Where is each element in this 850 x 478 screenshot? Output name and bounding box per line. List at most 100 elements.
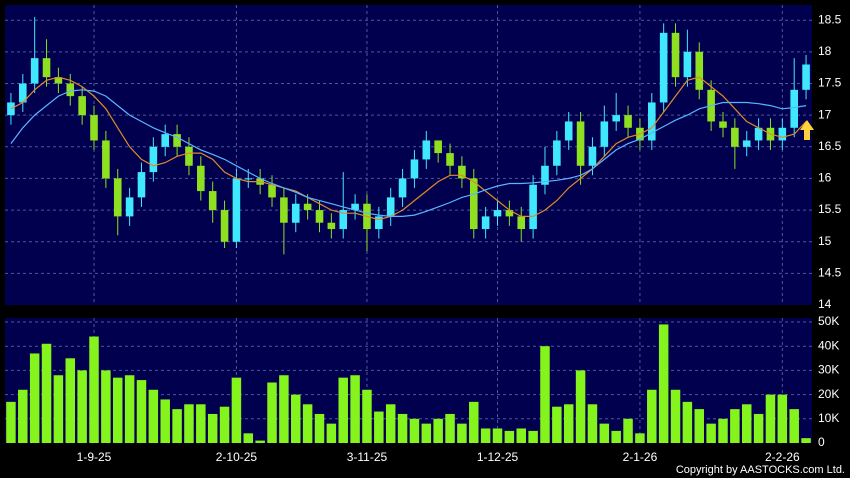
volume-bar [362,389,372,443]
x-tick-label: 3-11-25 [347,450,388,464]
candle-body [351,203,359,211]
volume-bar [433,418,443,443]
volume-bar [65,358,76,443]
volume-bar [326,423,337,443]
y-tick-label: 17.5 [818,76,842,90]
candle-body [291,203,300,223]
volume-bar [112,377,123,443]
volume-bar [777,394,788,443]
volume-bar [77,370,87,443]
candle-body [647,102,656,141]
volume-bar [753,413,764,443]
candle-body [410,159,419,179]
candle-body [19,83,27,103]
volume-bar [243,433,254,443]
volume-bar [801,438,811,443]
volume-bar [469,401,479,443]
volume-bar [445,413,455,443]
candle-body [398,178,407,198]
candle-body [78,96,86,116]
y-tick-label: 14.5 [818,266,842,280]
volume-bar [730,409,740,443]
candle-body [125,197,134,217]
volume-bar [694,409,705,443]
candle-body [612,115,620,122]
price-panel [5,5,812,305]
candle-body [149,146,158,173]
x-tick-label: 2-1-26 [623,450,658,464]
volume-bar [207,413,218,443]
candle-body [695,51,704,90]
y-tick-label: 14 [818,297,832,311]
y-tick-label: 16.5 [818,139,842,153]
candle-body [742,140,751,147]
volume-bar [741,404,752,443]
y-tick-label: 0 [818,435,825,449]
candle-body [458,165,466,179]
volume-bar [647,389,657,443]
candle-body [624,115,632,128]
volume-bar [172,409,182,443]
volume-bar [718,418,728,443]
volume-bar [196,404,206,443]
volume-bar [492,428,503,443]
candle-body [505,210,514,217]
candle-body [90,115,98,141]
y-tick-label: 15.5 [818,202,842,216]
volume-bar [101,370,111,443]
y-tick-label: 18.5 [818,12,842,26]
y-tick-label: 20K [818,387,839,401]
x-tick-label: 2-10-25 [216,450,258,464]
volume-bar [41,343,52,443]
volume-bar [528,430,538,443]
candle-body [576,121,585,166]
candle-body [671,32,680,78]
candle-body [517,216,526,230]
candle-body [386,197,395,217]
volume-bar [563,404,574,443]
volume-bar [160,399,170,443]
candle-body [790,89,798,128]
x-tick-label: 1-9-25 [77,450,112,464]
volume-bar [623,418,633,443]
volume-bar [255,440,265,443]
candle-body [731,127,739,147]
candle-body [102,140,110,179]
volume-bar [457,423,467,443]
volume-bar [575,370,586,443]
candle-body [553,140,561,166]
volume-bar [18,389,28,443]
candle-body [244,178,253,180]
candle-body [339,210,348,230]
volume-bar [397,413,408,443]
moving-average-line [10,89,807,217]
volume-bar [409,418,420,443]
volume-bar [599,423,610,443]
y-tick-label: 18 [818,44,832,58]
candle-body [232,178,241,242]
volume-bar [421,423,432,443]
candle-body [303,203,312,211]
volume-bar [765,394,776,443]
x-tick-label: 1-12-25 [477,450,519,464]
volume-bar [279,375,289,443]
candle-body [600,121,609,147]
candle-body [434,140,442,154]
candle-body [54,77,63,84]
volume-bar [148,389,159,443]
y-tick-label: 50K [818,314,839,328]
candle-body [327,222,336,230]
volume-bar [6,401,16,443]
volume-bar [552,406,562,443]
y-tick-label: 40K [818,338,839,352]
volume-bar [302,404,313,443]
volume-bar [53,375,64,443]
candle-body [778,127,787,141]
volume-bar [124,375,135,443]
volume-bar [587,404,598,443]
volume-bar [231,377,242,443]
candle-body [469,178,478,230]
candle-body [66,83,75,97]
